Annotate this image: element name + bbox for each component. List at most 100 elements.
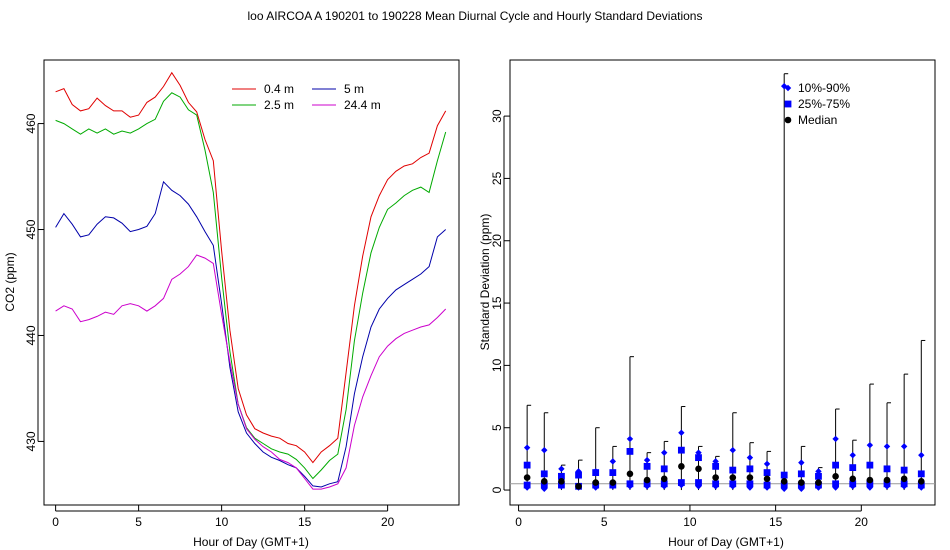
p75-marker [712,462,720,470]
median-marker [832,473,839,480]
left-x-tick-label: 0 [52,515,59,529]
right-legend: 10%-90% 25%-75% Median [784,81,850,127]
median-marker [626,470,634,478]
series-line-24-4-m [55,254,447,490]
p75-marker [626,448,634,455]
left-x-tick-label: 15 [298,515,312,529]
right-y-tick-label: 15 [490,296,504,310]
median-marker [660,475,668,483]
p25-marker [626,480,634,488]
left-y-tick-label: 430 [24,431,38,451]
p90-marker [558,465,565,473]
left-x-tick-label: 5 [135,515,142,529]
p25-marker [832,480,840,488]
left-y-axis-label: CO2 (ppm) [3,252,17,311]
p25-marker [677,479,685,486]
p90-marker [729,446,736,454]
p25-marker [917,481,925,489]
right-x-tick-label: 15 [769,515,783,529]
median-marker [917,478,925,485]
legend-label: 2.5 m [264,98,294,112]
median-marker [866,476,874,484]
p25-marker [849,480,857,488]
median-marker [540,478,548,485]
median-marker [746,474,754,481]
p75-marker [575,471,582,479]
legend-label: 0.4 m [264,82,294,96]
right-x-tick-label: 0 [515,515,522,529]
p25-marker [883,480,891,488]
median-marker [712,474,719,481]
legend-square [784,100,792,108]
median-marker [815,479,822,486]
p75-marker [832,461,840,469]
left-y-tick-label: 440 [24,325,38,345]
right-y-tick-label: 30 [490,109,504,123]
right-x-axis-label: Hour of Day (GMT+1) [668,535,784,549]
p75-marker [866,461,874,469]
p75-marker [592,469,600,476]
p10-marker [780,485,788,492]
p75-marker [746,465,754,473]
p90-marker [849,451,856,459]
p75-marker [540,470,548,478]
p90-marker [866,441,874,449]
p90-marker [626,435,634,443]
median-marker [609,479,617,486]
median-marker [900,475,908,483]
p25-marker [763,481,771,489]
p25-marker [660,480,668,488]
legend-label: 5 m [344,82,364,96]
p25-marker [558,481,565,489]
p90-marker [832,435,839,443]
p75-marker [558,472,565,480]
p25-marker [729,480,737,488]
right-x-tick-label: 5 [601,515,608,529]
series-line-2-5-m [55,92,447,480]
p10-marker [798,485,805,492]
p75-marker [609,469,617,476]
right-y-axis-label: Standard Deviation (ppm) [478,214,492,351]
p90-marker [780,82,788,90]
p75-marker [729,466,737,474]
p25-marker [523,481,531,489]
p90-marker [523,444,531,451]
p90-marker [918,451,925,459]
right-plot-frame [509,59,936,506]
legend-circle [784,116,792,124]
legend-label: 25%-75% [798,97,850,111]
left-x-tick-label: 10 [215,515,229,529]
p25-marker [900,480,908,488]
p90-marker [746,454,754,461]
median-marker [780,478,788,485]
std-dev-panel: Hour of Day (GMT+1) Standard Deviation (… [478,59,936,549]
p25-marker [695,479,702,486]
left-plot-frame [43,59,460,506]
p10-marker [746,484,754,491]
legend-label: Median [798,113,837,127]
p90-marker [541,446,548,454]
p25-marker [746,480,754,488]
right-y-tick-label: 25 [490,171,504,185]
left-x-axis-label: Hour of Day (GMT+1) [193,535,309,549]
p75-marker [917,470,925,478]
p25-marker [540,481,548,489]
right-y-tick-label: 10 [490,358,504,372]
left-y-tick-label: 460 [24,113,38,133]
left-legend: 0.4 m 2.5 m 5 m 24.4 m [232,82,381,112]
p75-marker [677,446,685,454]
median-marker [558,478,565,485]
p75-marker [883,465,891,473]
p75-marker [523,461,531,469]
median-marker [763,475,771,483]
p90-marker [661,449,668,456]
p75-marker [849,464,857,472]
p25-marker [780,481,788,489]
p75-marker [797,470,805,478]
p90-marker [798,459,805,466]
p25-marker [643,480,651,488]
p25-marker [866,480,874,488]
left-x-tick-label: 20 [381,515,395,529]
legend-diamond [784,84,792,92]
